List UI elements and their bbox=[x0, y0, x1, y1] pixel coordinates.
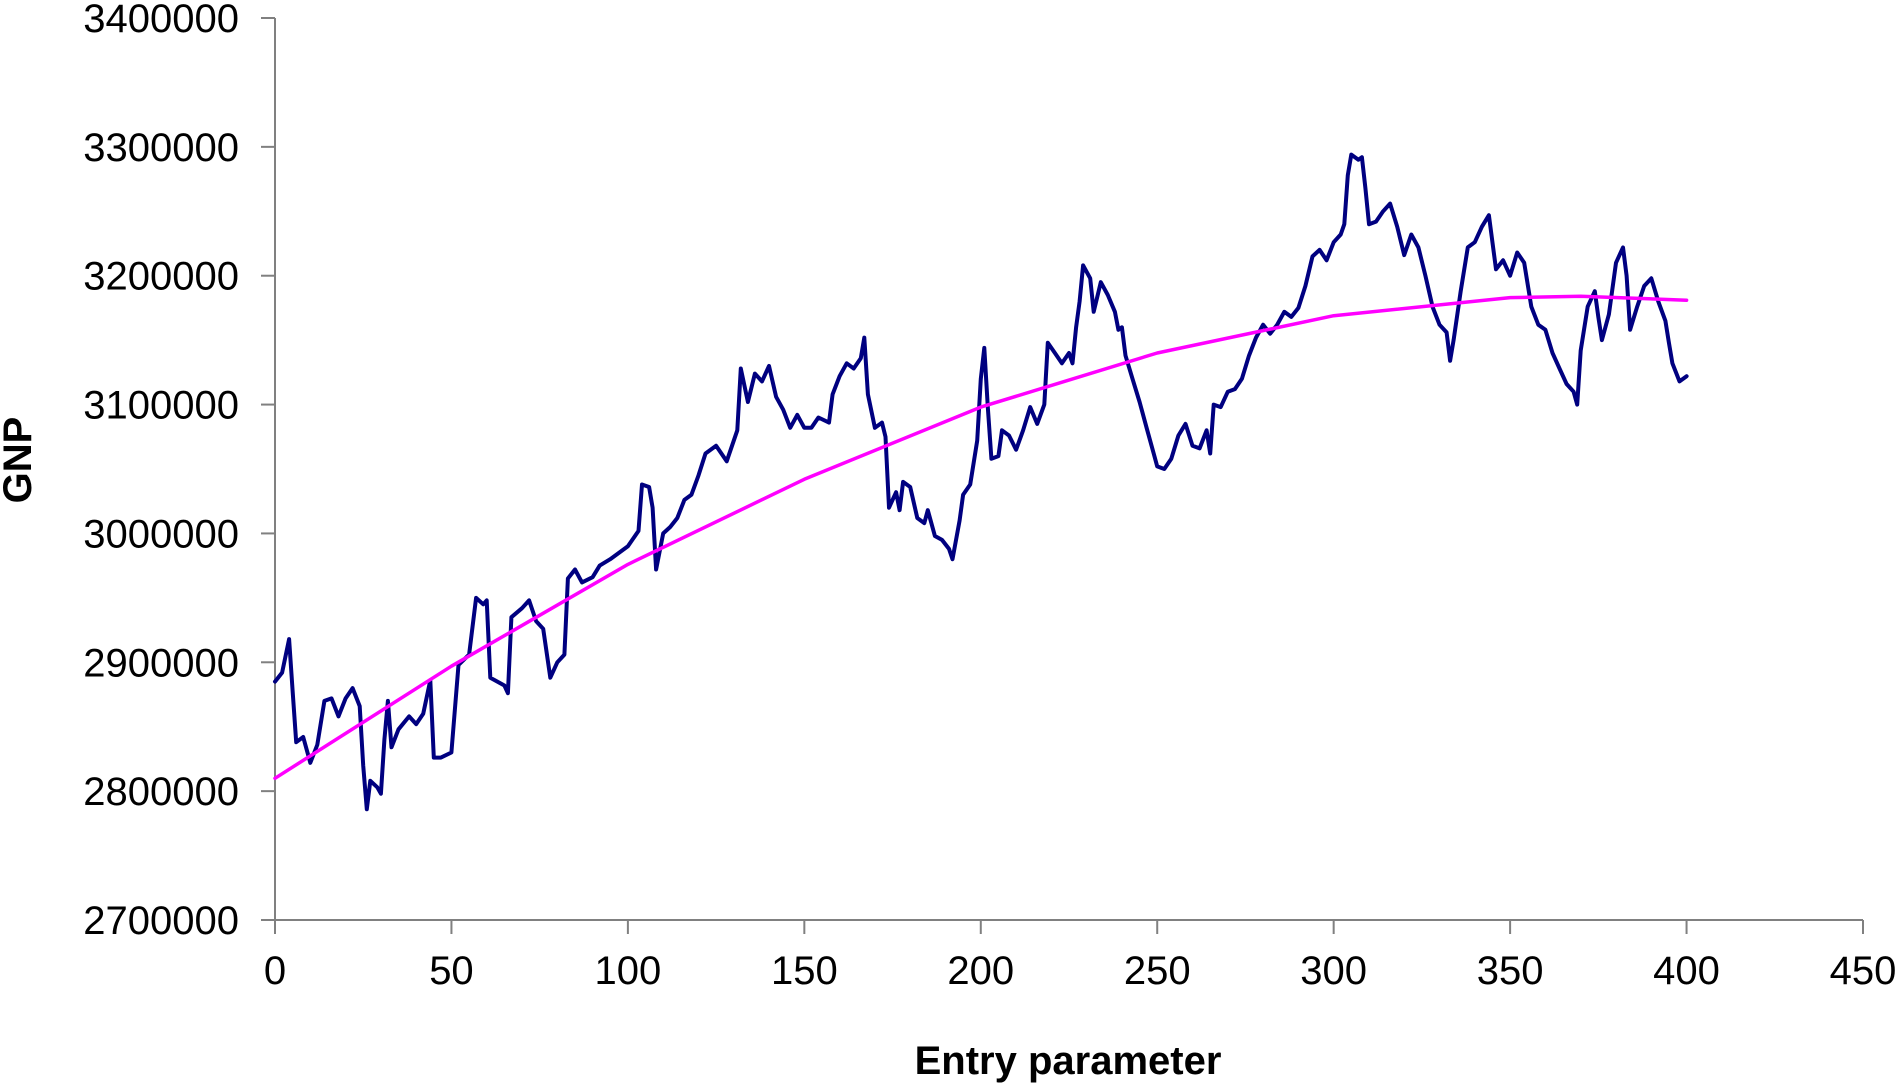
y-tick-label: 3400000 bbox=[83, 0, 239, 41]
y-tick-label: 3200000 bbox=[83, 255, 239, 299]
x-tick-label: 300 bbox=[1300, 949, 1367, 993]
y-axis-title: GNP bbox=[0, 417, 40, 504]
x-tick-label: 150 bbox=[771, 949, 838, 993]
x-tick-label: 450 bbox=[1830, 949, 1897, 993]
x-tick-label: 200 bbox=[947, 949, 1014, 993]
x-tick-label: 50 bbox=[429, 949, 474, 993]
x-tick-label: 100 bbox=[595, 949, 662, 993]
y-tick-label: 3000000 bbox=[83, 512, 239, 556]
x-axis: 0 50 100 150 200 250 300 350 400 450 bbox=[264, 919, 1897, 993]
plot-area bbox=[273, 152, 1689, 812]
x-tick-label: 350 bbox=[1477, 949, 1544, 993]
x-tick-label: 400 bbox=[1653, 949, 1720, 993]
gnp-series-line bbox=[273, 152, 1689, 812]
y-axis: 2700000 2800000 2900000 3000000 3100000 32000… bbox=[83, 0, 276, 943]
x-tick-label: 0 bbox=[264, 949, 286, 993]
y-tick-label: 3100000 bbox=[83, 384, 239, 428]
x-axis-title: Entry parameter bbox=[915, 1039, 1222, 1083]
x-tick-label: 250 bbox=[1124, 949, 1191, 993]
y-tick-label: 2900000 bbox=[83, 641, 239, 685]
y-tick-label: 3300000 bbox=[83, 126, 239, 170]
trend-line bbox=[273, 294, 1689, 781]
y-tick-label: 2700000 bbox=[83, 899, 239, 943]
y-tick-label: 2800000 bbox=[83, 770, 239, 814]
